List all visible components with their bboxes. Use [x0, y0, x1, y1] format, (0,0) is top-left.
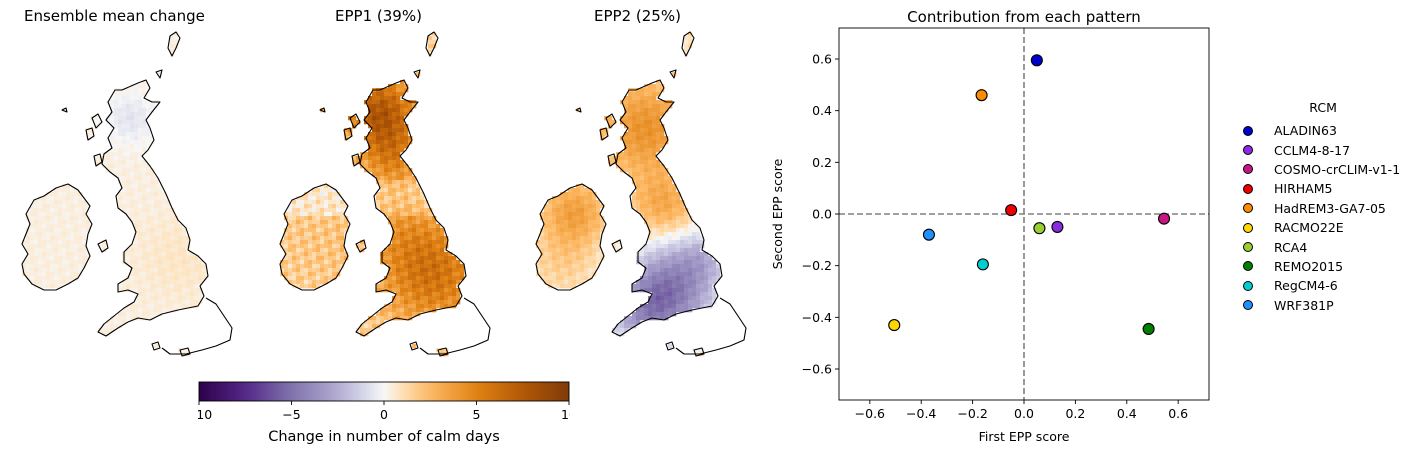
- point-racmo22e: [888, 319, 901, 332]
- legend: RCM ALADIN63 CCLM4-8-17 COSMO-crCLIM-v1-1 H…: [1236, 100, 1400, 315]
- legend-item: RCA4: [1236, 237, 1400, 256]
- y-axis-label: Second EPP score: [770, 158, 785, 269]
- map-grid-cells: [536, 32, 721, 357]
- x-tick-label: −0.6: [855, 406, 885, 421]
- x-tick-label: 0.2: [1065, 406, 1085, 421]
- legend-label: HIRHAM5: [1274, 181, 1333, 197]
- coastline: [21, 31, 233, 357]
- colorbar-tick-label: 10: [561, 407, 570, 422]
- legend-title: RCM: [1309, 100, 1337, 115]
- scatter-title: Contribution from each pattern: [907, 8, 1141, 26]
- legend-marker: [1243, 145, 1253, 156]
- scatter-plot: Contribution from each pattern −0.6 −0.4 −0…: [770, 8, 1210, 444]
- legend-marker: [1243, 300, 1253, 311]
- plot-frame: [838, 27, 1210, 401]
- x-tick-label: 0.4: [1117, 406, 1137, 421]
- y-tick-label: −0.4: [802, 310, 832, 325]
- legend-label: WRF381P: [1274, 297, 1334, 313]
- colorbar-graphic: −10 −5 0 5 10 Change in number of calm days: [186, 381, 577, 445]
- legend-label: RACMO22E: [1274, 220, 1344, 236]
- legend-marker: [1243, 222, 1253, 233]
- legend-label: RegCM4-6: [1274, 278, 1338, 294]
- panel-title-epp1: EPP1 (39%): [335, 7, 422, 25]
- colorbar-tick-label: 0: [380, 407, 388, 422]
- legend-item: ALADIN63: [1236, 121, 1400, 140]
- y-tick-label: 0.6: [812, 52, 832, 67]
- legend-item: RegCM4-6: [1236, 276, 1400, 295]
- colorbar-label: Change in number of calm days: [268, 429, 500, 445]
- legend-marker: [1243, 164, 1253, 175]
- point-cosmo-crclim-v1-1: [1157, 212, 1171, 225]
- legend-item: HIRHAM5: [1236, 179, 1400, 198]
- map-epp1: [279, 31, 491, 357]
- legend-item: REMO2015: [1236, 257, 1400, 276]
- x-tick-label: 0.0: [1014, 406, 1034, 421]
- map-ensemble-mean: [21, 31, 233, 357]
- coastline: [279, 31, 491, 357]
- point-aladin63: [1030, 54, 1043, 67]
- panel-title-mean: Ensemble mean change: [24, 7, 205, 25]
- legend-label: CCLM4-8-17: [1274, 142, 1351, 158]
- legend-item: HadREM3-GA7-05: [1236, 199, 1400, 218]
- colorbar-tick-label: 5: [473, 407, 481, 422]
- legend-marker: [1243, 203, 1253, 214]
- y-tick-label: −0.2: [802, 258, 832, 273]
- point-rca4: [1033, 222, 1046, 235]
- legend-marker: [1243, 183, 1253, 194]
- legend-label: RCA4: [1274, 239, 1308, 255]
- legend-label: COSMO-crCLIM-v1-1: [1274, 161, 1401, 177]
- legend-label: ALADIN63: [1274, 123, 1337, 139]
- legend-marker: [1243, 242, 1253, 253]
- colorbar: −10 −5 0 5 10 Change in number of calm days: [186, 381, 577, 451]
- point-remo2015: [1142, 322, 1155, 336]
- y-tick-label: 0.0: [812, 207, 832, 222]
- legend-item: WRF381P: [1236, 296, 1400, 315]
- point-cclm4-8-17: [1051, 220, 1064, 233]
- panel-title-epp2: EPP2 (25%): [594, 7, 681, 25]
- legend-marker: [1243, 280, 1253, 291]
- x-tick-label: −0.4: [906, 406, 936, 421]
- x-axis-label: First EPP score: [979, 429, 1070, 444]
- x-tick-label: −0.2: [957, 406, 987, 421]
- y-tick-label: 0.4: [812, 103, 832, 118]
- legend-label: HadREM3-GA7-05: [1274, 200, 1386, 216]
- x-tick-label: 0.6: [1168, 406, 1188, 421]
- legend-item: COSMO-crCLIM-v1-1: [1236, 160, 1400, 179]
- colorbar-tick-label: −10: [198, 407, 212, 422]
- y-tick-label: 0.2: [812, 155, 832, 170]
- legend-marker: [1243, 261, 1253, 272]
- legend-marker: [1243, 125, 1253, 136]
- y-tick-label: −0.6: [802, 362, 832, 377]
- legend-item: RACMO22E: [1236, 218, 1400, 237]
- point-wrf381p: [922, 228, 935, 241]
- point-hirham5: [1005, 204, 1018, 217]
- map-epp2: [535, 31, 747, 357]
- legend-item: CCLM4-8-17: [1236, 140, 1400, 159]
- legend-label: REMO2015: [1274, 258, 1344, 274]
- coastline: [535, 31, 747, 357]
- point-hadrem3-ga7-05: [975, 89, 988, 102]
- point-regcm4-6: [976, 258, 989, 271]
- map-grid-cells: [280, 32, 465, 357]
- map-grid-cells: [22, 32, 207, 357]
- colorbar-gradient: [198, 381, 570, 402]
- colorbar-tick-label: −5: [282, 407, 300, 422]
